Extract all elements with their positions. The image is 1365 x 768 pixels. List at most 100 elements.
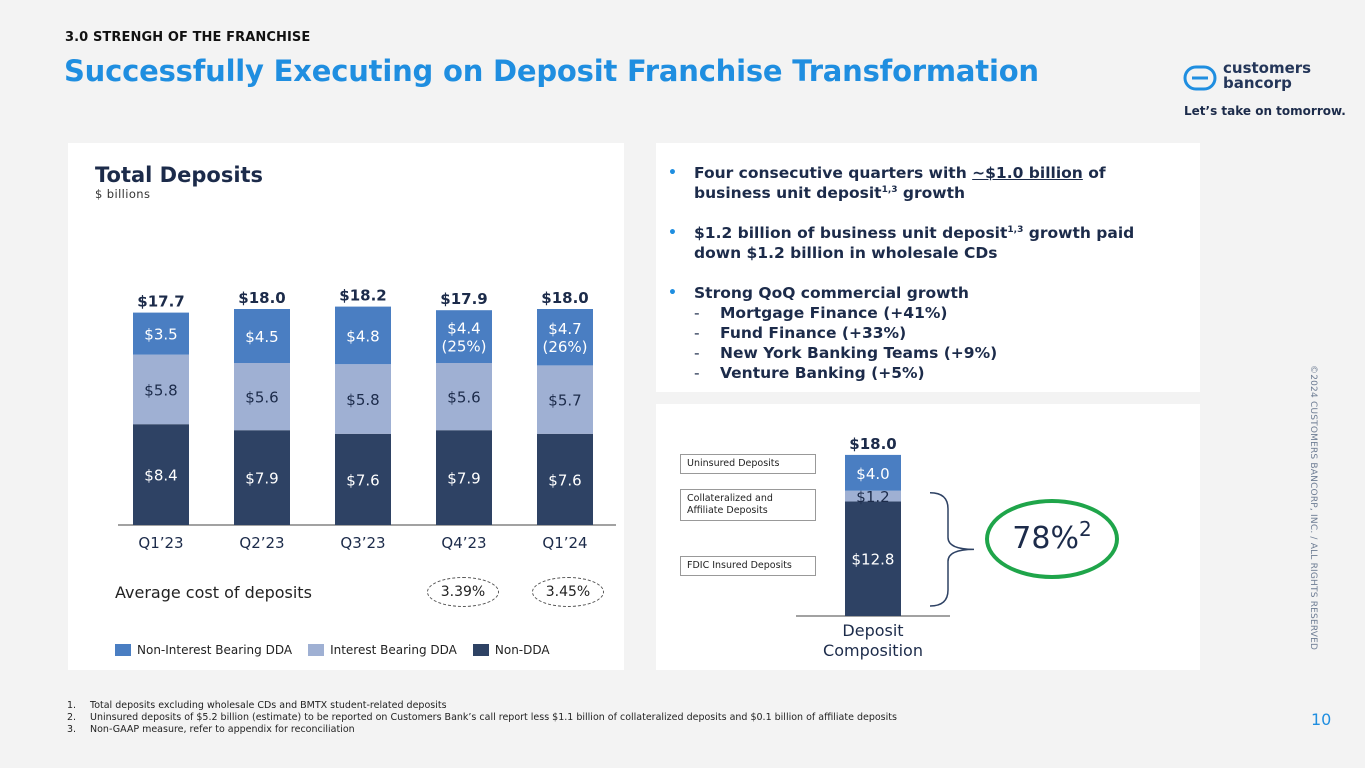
sub-bullet-text: Venture Banking (+5%) (720, 364, 925, 382)
logo-line-2: bancorp (1223, 74, 1292, 92)
sub-bullet-text: Fund Finance (+33%) (720, 324, 907, 342)
data-label: $5.7 (548, 392, 581, 410)
total-deposits-panel: Total Deposits $ billions $8.4 $5.8 $3.5 $1… (68, 143, 624, 670)
bullet-text: growth paid down $1.2 billion in wholesa… (694, 224, 1135, 262)
footnote-item: 1. Total deposits excluding wholesale CDs… (67, 700, 897, 712)
footnote-ref: 1,3 (881, 185, 898, 195)
data-label: $5.8 (144, 381, 177, 399)
bar-segment (845, 454, 901, 491)
chart-subtitle: $ billions (95, 187, 151, 201)
data-label: $7.6 (346, 471, 379, 489)
footnote-item: 3. Non-GAAP measure, refer to appendix fo… (67, 724, 897, 736)
label-fdic-insured-deposits: FDIC Insured Deposits (680, 556, 816, 576)
data-label: $4.4 (447, 320, 480, 338)
legend-label: Non-DDA (494, 643, 550, 657)
page-title: Successfully Executing on Deposit Franch… (64, 54, 1039, 88)
avg-cost-label: Average cost of deposits (115, 583, 312, 602)
data-label: $4.7 (548, 320, 581, 338)
data-label: $4.0 (856, 465, 889, 483)
total-label: $18.0 (238, 289, 285, 307)
chart-legend: Non-Interest Bearing DDA Interest Bearin… (115, 643, 566, 657)
footnote-number: 3. (67, 724, 77, 735)
total-label: $17.9 (440, 290, 487, 308)
bullet-text: of business unit deposit (694, 164, 1106, 202)
bar-segment (234, 309, 290, 363)
footnote-ref: 2 (1078, 517, 1092, 541)
chart-title: Total Deposits (95, 163, 264, 187)
avg-cost-q1-24: 3.45% (532, 577, 604, 607)
sub-bullet-item: - New York Banking Teams (+9%) (668, 343, 1178, 363)
dash-icon: - (694, 344, 700, 362)
label-collateralized-deposits: Collateralized and Affiliate Deposits (680, 489, 816, 521)
footnote-number: 1. (67, 700, 77, 711)
legend-label: Interest Bearing DDA (330, 643, 457, 657)
data-label-percent: (25%) (441, 338, 486, 356)
insured-percent-callout: 78%2 (985, 499, 1119, 579)
sub-bullet-text: New York Banking Teams (+9%) (720, 344, 998, 362)
deposit-composition-chart: $12.8 $1.2 $4.0 $18.0 (796, 435, 975, 617)
bar-segment (436, 310, 492, 363)
data-label: $5.6 (245, 389, 278, 407)
bar-segment (133, 354, 189, 425)
total-label: $18.2 (339, 287, 386, 305)
logo-line-1: customers (1223, 59, 1312, 77)
bar-segment (133, 424, 189, 525)
bar-segment (436, 430, 492, 525)
bullet-item: • Strong QoQ commercial growth (668, 283, 1178, 303)
legend-item-non-interest: Non-Interest Bearing DDA (115, 643, 292, 657)
composition-axis-label: Deposit Composition (796, 621, 950, 661)
total-label: $18.0 (849, 435, 896, 453)
footnotes: 1. Total deposits excluding wholesale CDs… (67, 700, 897, 736)
sub-bullet-item: - Venture Banking (+5%) (668, 363, 1178, 383)
page-number: 10 (1311, 710, 1332, 729)
legend-item-interest: Interest Bearing DDA (308, 643, 457, 657)
bar-segment (133, 312, 189, 355)
data-label: $3.5 (144, 326, 177, 344)
data-label: $1.2 (856, 488, 889, 506)
bar-segment (234, 363, 290, 431)
bar-segment (537, 433, 593, 525)
total-deposits-chart: $8.4 $5.8 $3.5 $17.7 Q1’23 $7.9 $5.6 $4.5 $18.0 Q… (118, 287, 616, 552)
data-label-percent: (26%) (542, 338, 587, 356)
data-label: $8.4 (144, 467, 177, 485)
legend-swatch (115, 644, 131, 656)
legend-item-non-dda: Non-DDA (472, 643, 550, 657)
bullet-text: $1.2 billion of business unit deposit (694, 224, 1008, 242)
bullet-dot-icon: • (668, 165, 677, 181)
bullet-underlined-text: ~$1.0 billion (972, 164, 1083, 182)
sub-bullet-text: Mortgage Finance (+41%) (720, 304, 948, 322)
avg-cost-q4-23: 3.39% (427, 577, 499, 607)
data-label: $12.8 (852, 551, 895, 569)
legend-label: Non-Interest Bearing DDA (137, 643, 293, 657)
deposit-composition-panel: Uninsured Deposits Collateralized and Af… (656, 404, 1200, 670)
label-uninsured-deposits: Uninsured Deposits (680, 454, 816, 474)
brand-logo: customers bancorp (1183, 59, 1333, 98)
logo-mark-icon (1183, 65, 1217, 91)
insured-percent: 78% (1012, 521, 1079, 556)
axis-label-line: Deposit (842, 621, 904, 640)
axis-label-line: Composition (823, 641, 923, 660)
bar-segment (845, 501, 901, 616)
category-label: Q3’23 (340, 534, 385, 552)
data-label: $5.8 (346, 391, 379, 409)
sub-bullet-item: - Mortgage Finance (+41%) (668, 303, 1178, 323)
bar-segment (537, 365, 593, 434)
footnote-text: Non-GAAP measure, refer to appendix for … (90, 724, 355, 735)
footnote-item: 2. Uninsured deposits of $5.2 billion (es… (67, 712, 897, 724)
legend-swatch (472, 644, 489, 656)
bar-segment (335, 306, 391, 365)
bar-segment (335, 364, 391, 434)
category-label: Q1’24 (542, 534, 587, 552)
sub-bullet-item: - Fund Finance (+33%) (668, 323, 1178, 343)
bullet-dot-icon: • (668, 285, 677, 301)
dash-icon: - (694, 324, 700, 342)
footnote-text: Total deposits excluding wholesale CDs a… (90, 700, 447, 711)
copyright-notice: ©2024 CUSTOMERS BANCORP, INC. / ALL RIGH… (1308, 365, 1318, 651)
bullet-text: Strong QoQ commercial growth (694, 284, 969, 302)
legend-swatch (308, 644, 325, 656)
highlights-panel: • Four consecutive quarters with ~$1.0 b… (656, 143, 1200, 392)
category-label: Q1’23 (138, 534, 183, 552)
bullet-text: Four consecutive quarters with (694, 164, 973, 182)
bar-segment (436, 363, 492, 431)
data-label: $7.9 (447, 470, 480, 488)
